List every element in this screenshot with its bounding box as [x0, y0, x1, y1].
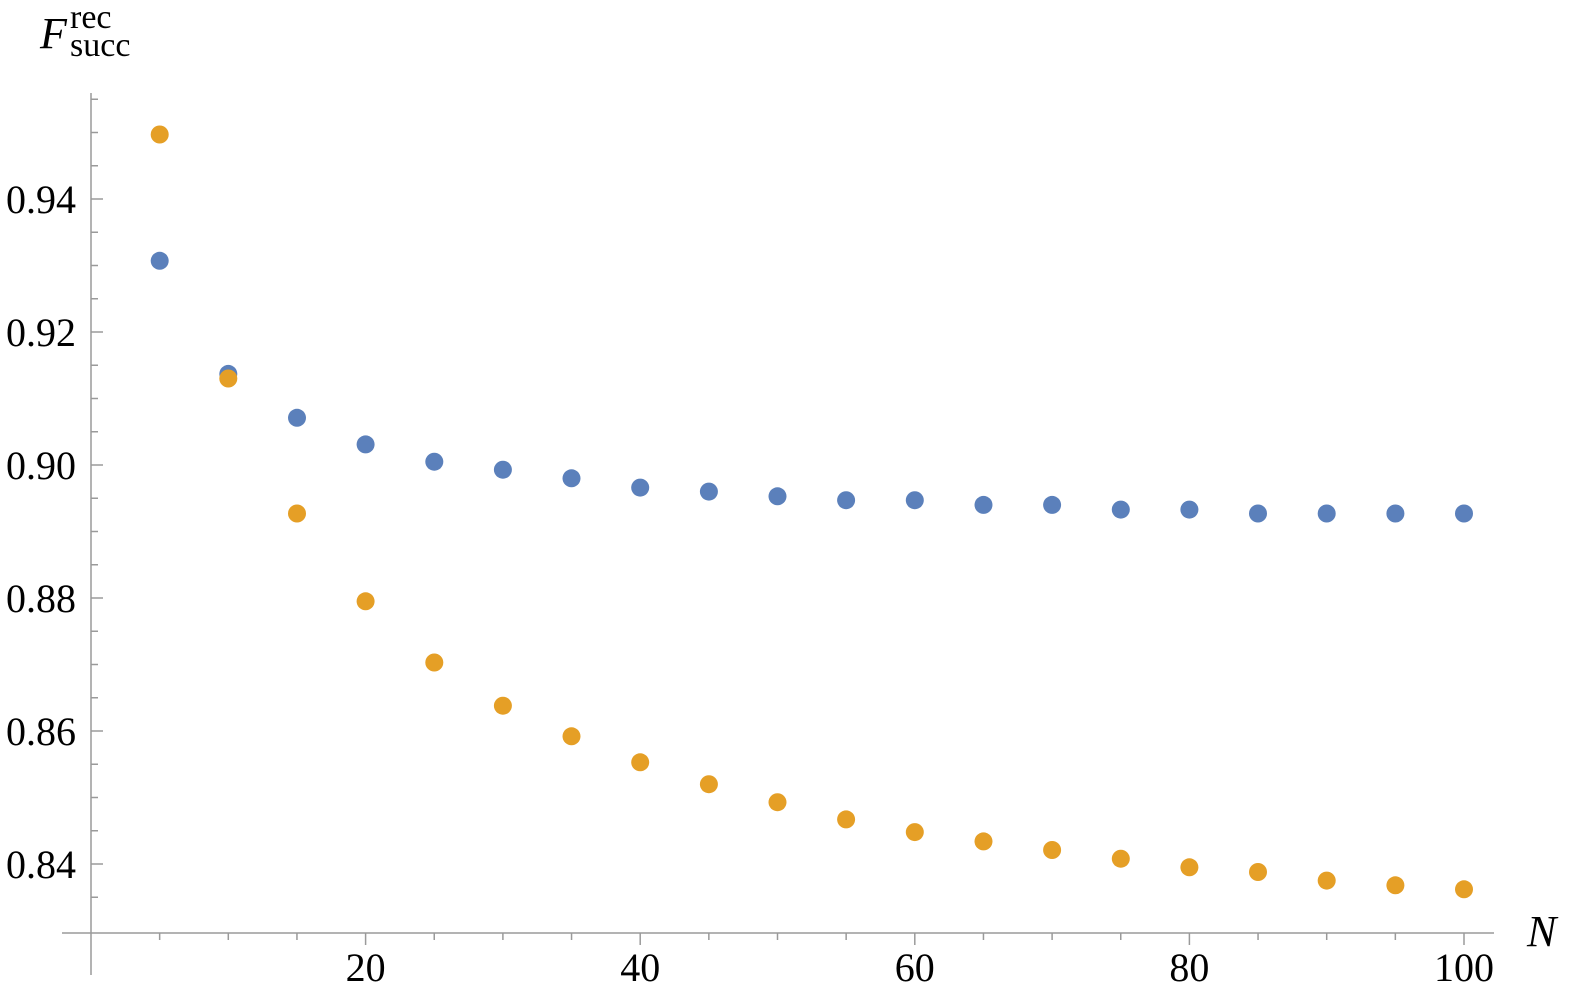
- series-1-point: [288, 408, 306, 427]
- series-2-point: [1249, 863, 1267, 881]
- series-1-point: [1317, 504, 1336, 523]
- x-tick-label: 60: [895, 945, 935, 990]
- series-2-point: [288, 504, 306, 523]
- y-label-main: F: [39, 9, 68, 58]
- series-1-point: [1386, 504, 1405, 523]
- y-label-superscript: rec: [70, 0, 112, 36]
- series-2-point: [425, 653, 444, 672]
- y-tick-label: 0.88: [6, 576, 76, 621]
- series-2-point: [219, 369, 238, 388]
- y-axis-label: F: [39, 9, 68, 58]
- y-tick-label: 0.84: [6, 842, 76, 887]
- series-1-point: [1180, 500, 1199, 519]
- axes: [62, 93, 1494, 975]
- series-2-point: [1043, 841, 1062, 859]
- y-tick-label: 0.86: [6, 709, 76, 754]
- series-1-point: [974, 495, 993, 514]
- series-2-point: [974, 832, 993, 851]
- x-tick-label: 100: [1434, 945, 1494, 990]
- series-1-point: [1043, 495, 1062, 514]
- x-tick-label: 80: [1169, 945, 1209, 990]
- series-1-point: [425, 452, 444, 471]
- series-1-point: [562, 469, 581, 488]
- series-2-point: [631, 753, 650, 772]
- y-label-subscript: succ: [70, 27, 130, 64]
- series-1-point: [493, 460, 512, 479]
- series-1-point: [699, 482, 718, 501]
- series-1-point: [356, 435, 375, 454]
- series-1-point: [1455, 504, 1473, 523]
- series-1-point: [631, 478, 650, 497]
- series-2-point: [1386, 876, 1405, 895]
- series-1-point: [1111, 500, 1130, 519]
- series-2-point: [837, 810, 856, 829]
- series-2-point: [150, 125, 169, 144]
- series-1-point: [1249, 504, 1267, 523]
- series-2-point: [699, 775, 718, 794]
- x-tick-label: 20: [346, 945, 386, 990]
- series-2-point: [356, 592, 375, 611]
- data-points: [150, 125, 1473, 899]
- y-tick-label: 0.94: [6, 177, 76, 222]
- series-2-point: [1180, 858, 1199, 877]
- series-1-point: [768, 487, 787, 506]
- y-tick-label: 0.92: [6, 310, 76, 355]
- series-2-point: [493, 696, 512, 715]
- series-2-point: [562, 727, 581, 746]
- series-1-point: [905, 491, 924, 510]
- series-1-point: [150, 251, 169, 270]
- series-2-point: [1111, 849, 1130, 868]
- series-2-point: [1455, 880, 1473, 899]
- series-2-point: [768, 793, 787, 812]
- x-tick-label: 40: [620, 945, 660, 990]
- x-axis-label: N: [1526, 907, 1559, 956]
- ticks: 20 40 60 80 100 0.84 0.86 0.88 0.90 0.92 0.94: [6, 98, 1494, 990]
- series-2-point: [1317, 871, 1336, 890]
- y-tick-label: 0.90: [6, 443, 76, 488]
- series-1-point: [837, 491, 856, 510]
- series-2-point: [905, 823, 924, 842]
